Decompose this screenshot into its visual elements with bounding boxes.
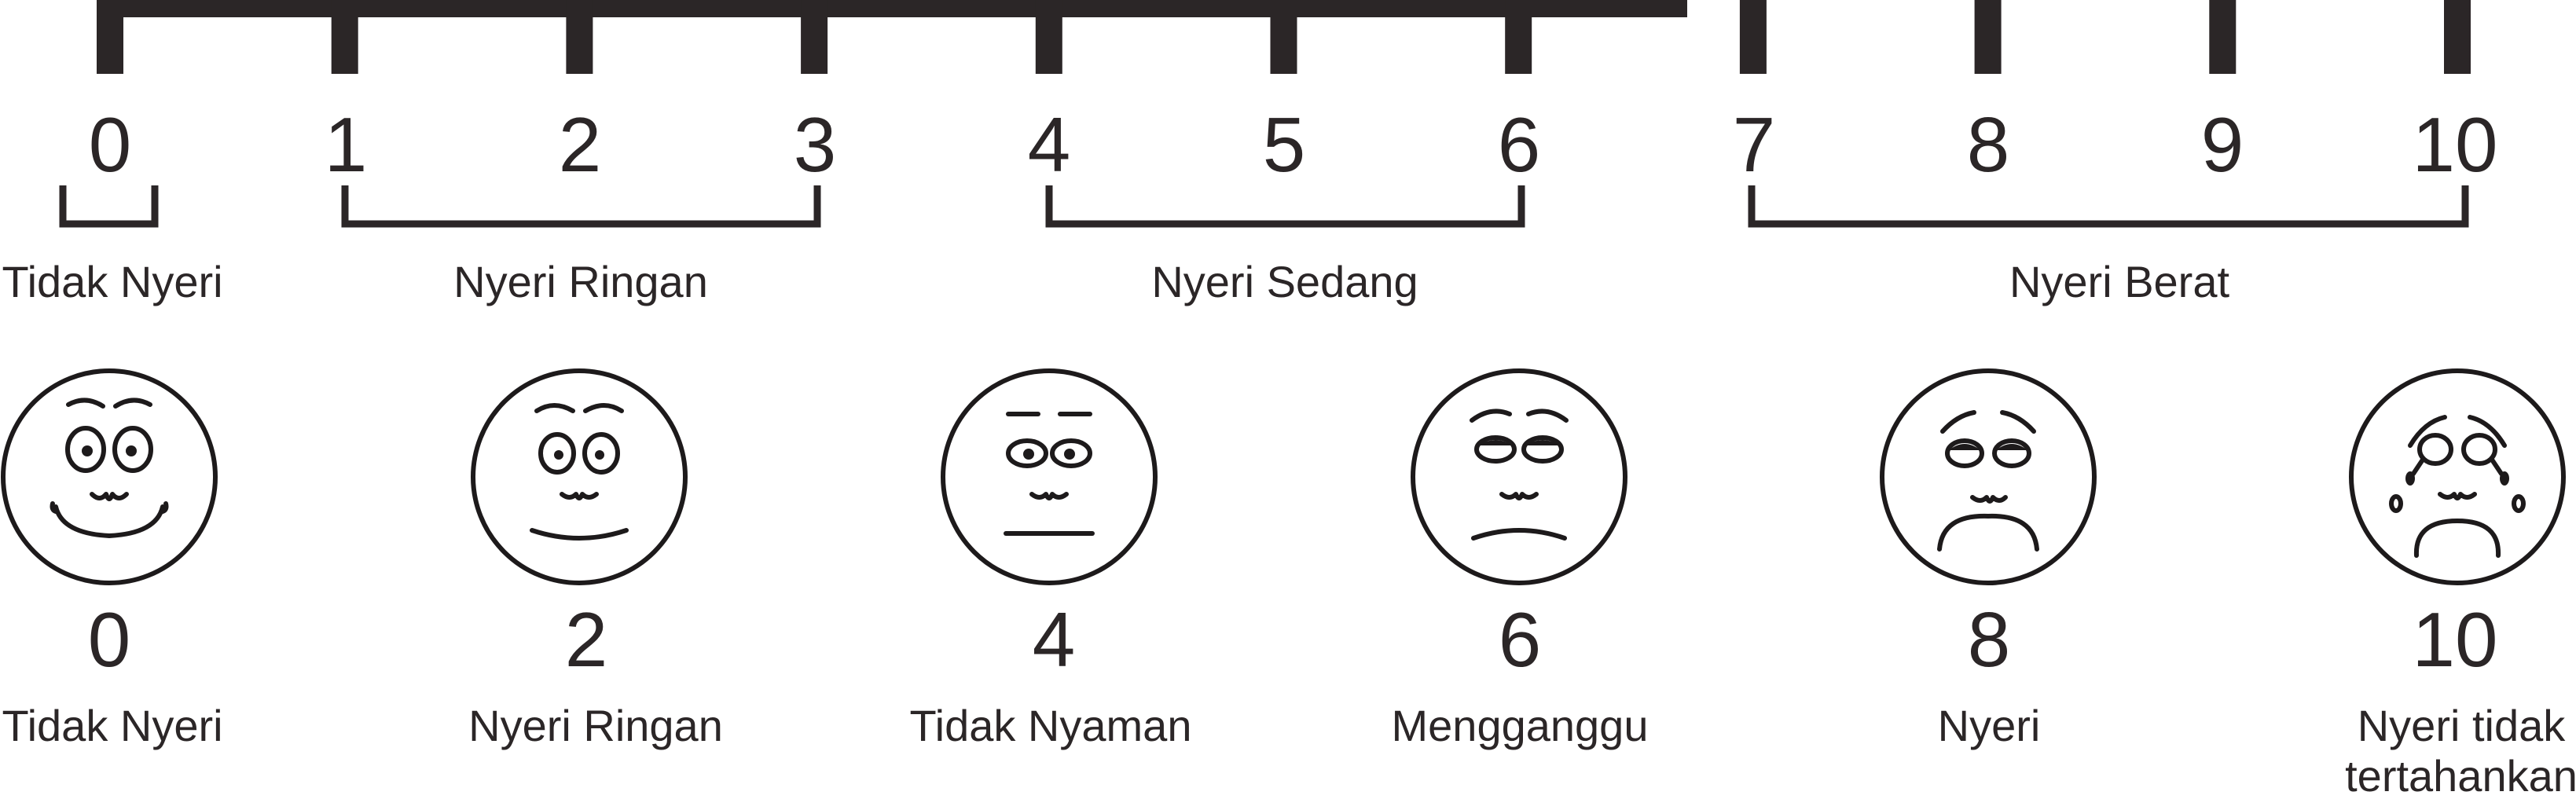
face-score: 4 — [1033, 596, 1076, 683]
scale-number: 8 — [1967, 101, 2010, 188]
face-neutral-icon — [941, 368, 1158, 585]
face-score: 0 — [88, 596, 131, 683]
bracket-nyeri-ringan — [341, 185, 821, 228]
face-score: 10 — [2412, 596, 2497, 683]
ruler-tick — [1739, 0, 1767, 74]
face-labels: Tidak Nyeri Nyeri Ringan Tidak Nyaman Me… — [2, 701, 2576, 799]
face-label: tertahankan — [2345, 751, 2576, 799]
scale-number: 2 — [559, 101, 602, 188]
face-label: Tidak Nyeri — [2, 701, 222, 750]
ruler-tick — [1505, 0, 1532, 74]
category-brackets — [59, 185, 2469, 228]
scale-ruler — [97, 0, 2471, 74]
face-big-smile-icon — [1, 368, 218, 585]
scale-number: 4 — [1028, 101, 1071, 188]
ruler-tick — [2444, 0, 2471, 74]
bracket-nyeri-sedang — [1045, 185, 1525, 228]
category-label: Nyeri Berat — [2009, 257, 2230, 306]
ruler-tick — [1974, 0, 2002, 74]
scale-number: 10 — [2412, 101, 2497, 188]
face-label: Nyeri Ringan — [468, 701, 723, 750]
ruler-ticks — [97, 0, 2471, 74]
category-label: Nyeri Ringan — [453, 257, 708, 306]
category-labels: Tidak Nyeri Nyeri Ringan Nyeri Sedang Ny… — [2, 257, 2229, 306]
face-slight-frown-icon — [1411, 368, 1627, 585]
face-crying-icon — [2349, 368, 2566, 585]
scale-number: 0 — [89, 101, 132, 188]
bracket-nyeri-berat — [1748, 185, 2469, 228]
scale-number: 6 — [1498, 101, 1541, 188]
scale-numbers: 0 1 2 3 4 5 6 7 8 9 10 — [89, 101, 2498, 188]
face-smile-icon — [471, 368, 688, 585]
face-label: Tidak Nyaman — [910, 701, 1192, 750]
scale-number: 3 — [794, 101, 837, 188]
scale-number: 5 — [1263, 101, 1306, 188]
ruler-tick — [566, 0, 593, 74]
category-label: Nyeri Sedang — [1151, 257, 1418, 306]
ruler-tick — [1270, 0, 1297, 74]
face-label: Nyeri — [1938, 701, 2041, 750]
ruler-tick — [97, 0, 123, 74]
ruler-tick — [2209, 0, 2237, 74]
face-score: 8 — [1968, 596, 2011, 683]
face-frown-icon — [1880, 368, 2097, 585]
scale-number: 1 — [325, 101, 368, 188]
scale-number: 9 — [2201, 101, 2244, 188]
ruler-tick — [331, 0, 358, 74]
face-label: Mengganggu — [1392, 701, 1649, 750]
ruler-tick — [1035, 0, 1062, 74]
face-score: 6 — [1499, 596, 1542, 683]
scale-number: 7 — [1733, 101, 1776, 188]
face-score: 2 — [565, 596, 608, 683]
ruler-tick — [801, 0, 828, 74]
bracket-tidak-nyeri — [59, 185, 159, 228]
category-label: Tidak Nyeri — [2, 257, 222, 306]
face-scores: 0 2 4 6 8 10 — [88, 596, 2498, 683]
face-label: Nyeri tidak — [2358, 701, 2567, 750]
